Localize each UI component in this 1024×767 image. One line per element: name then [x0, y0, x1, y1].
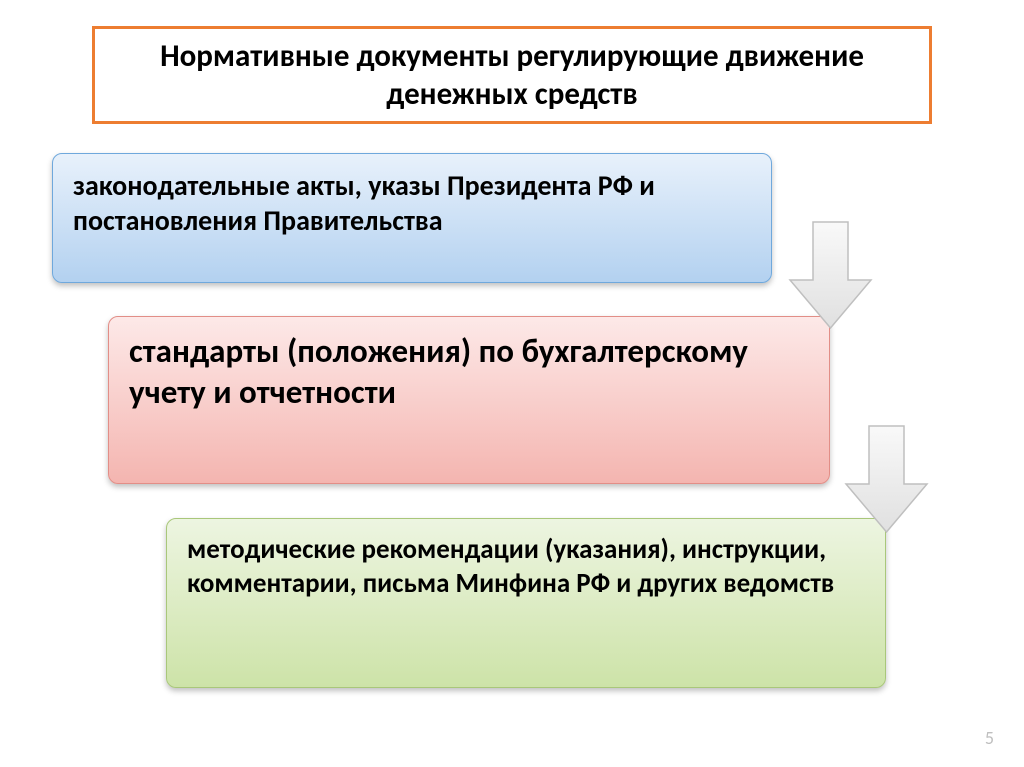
down-arrow-2 — [844, 424, 929, 534]
box1-text: законодательные акты, указы Президента Р… — [73, 168, 655, 238]
down-arrow-1 — [788, 220, 873, 330]
hierarchy-box-guidelines: методические рекомендации (указания), ин… — [166, 518, 886, 688]
box3-text: методические рекомендации (указания), ин… — [187, 533, 834, 600]
box2-text: стандарты (положения) по бухгалтерскому … — [129, 331, 748, 412]
hierarchy-box-legislation: законодательные акты, указы Президента Р… — [52, 153, 772, 283]
page-number: 5 — [985, 727, 994, 749]
slide-title-box: Нормативные документы регулирующие движе… — [92, 26, 932, 124]
slide-title-text: Нормативные документы регулирующие движе… — [115, 37, 909, 113]
hierarchy-box-standards: стандарты (положения) по бухгалтерскому … — [108, 316, 830, 484]
